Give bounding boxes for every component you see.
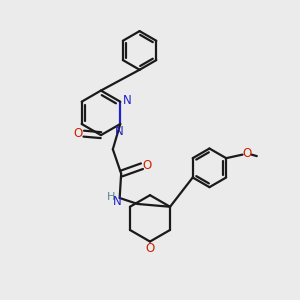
Text: H: H <box>106 192 115 202</box>
Text: O: O <box>73 127 83 140</box>
Text: N: N <box>122 94 131 107</box>
Text: O: O <box>146 242 155 255</box>
Text: N: N <box>113 195 122 208</box>
Text: O: O <box>143 159 152 172</box>
Text: N: N <box>114 125 123 138</box>
Text: O: O <box>243 147 252 160</box>
